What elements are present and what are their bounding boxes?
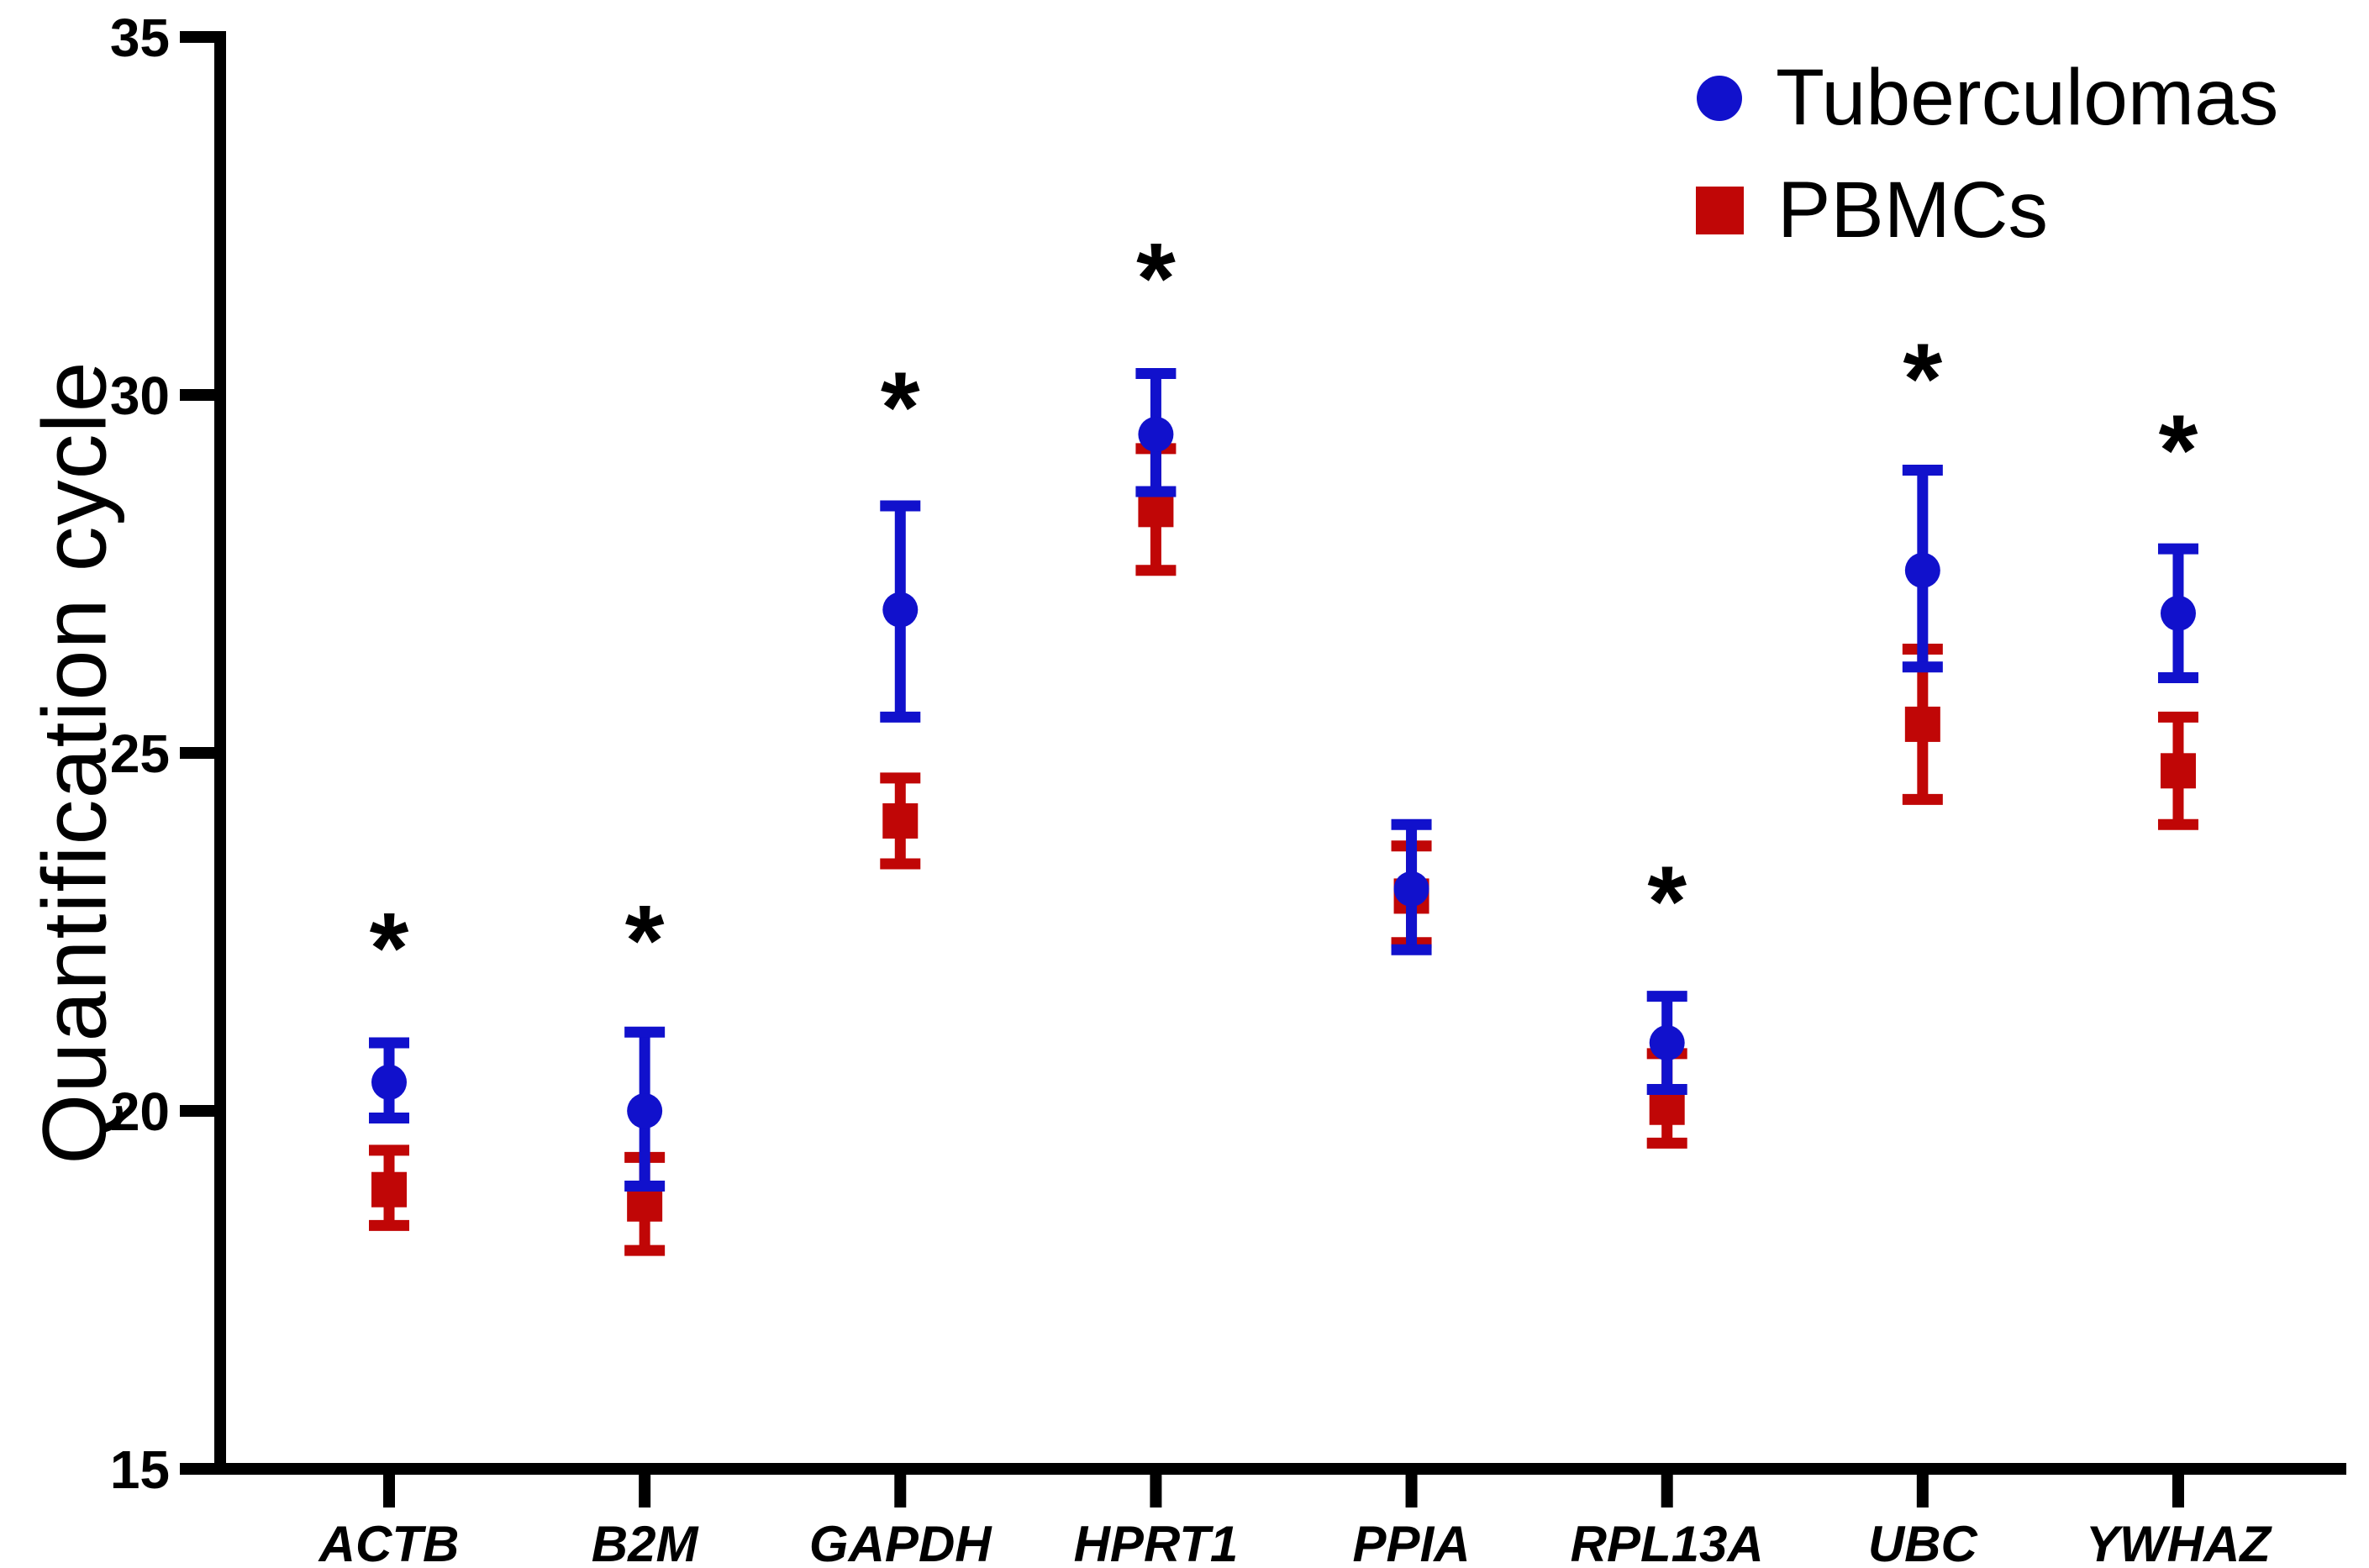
data-point-pbmcs-ywhaz — [2157, 711, 2198, 830]
circle-marker — [1649, 1025, 1685, 1061]
y-tick-label: 20 — [110, 1081, 170, 1142]
y-axis-title: Quantification cycle — [23, 360, 125, 1165]
data-point-pbmcs-gapdh — [880, 772, 921, 870]
x-category-label: GAPDH — [809, 1516, 992, 1568]
square-marker — [1904, 706, 1940, 742]
data-point-tuberculomas-b2m — [624, 1026, 666, 1192]
significance-asterisk: * — [1647, 845, 1687, 958]
square-marker — [882, 802, 919, 839]
data-point-tuberculomas-actb — [369, 1037, 409, 1124]
data-point-tuberculomas-rpl13a — [1646, 991, 1687, 1095]
data-point-tuberculomas-hprt1 — [1135, 367, 1177, 497]
significance-asterisk: * — [2159, 394, 2198, 507]
square-marker — [627, 1186, 663, 1222]
x-category-label: HPRT1 — [1074, 1516, 1239, 1568]
circle-marker — [627, 1093, 663, 1129]
square-marker — [1138, 492, 1174, 528]
x-category-label: RPL13A — [1571, 1516, 1764, 1568]
significance-asterisk: * — [370, 892, 409, 1004]
circle-marker — [1904, 552, 1940, 588]
x-category-label: ACTB — [318, 1516, 460, 1568]
y-tick-label: 25 — [110, 723, 170, 784]
data-point-tuberculomas-ubc — [1902, 464, 1943, 673]
legend-label-pbmcs: PBMCs — [1777, 166, 2048, 255]
x-category-label: YWHAZ — [2086, 1516, 2272, 1568]
square-marker — [1649, 1089, 1685, 1125]
data-point-pbmcs-actb — [369, 1144, 409, 1231]
significance-asterisk: * — [881, 351, 920, 464]
y-tick-label: 35 — [110, 8, 170, 68]
square-marker — [371, 1171, 407, 1208]
tuberculomas-circle-icon — [1697, 75, 1742, 121]
square-marker — [2160, 753, 2196, 789]
x-category-label: UBC — [1868, 1516, 1979, 1568]
legend-label-tuberculomas: Tuberculomas — [1776, 53, 2279, 142]
data-point-tuberculomas-ppia — [1391, 818, 1432, 955]
legend-item-pbmcs: PBMCs — [1696, 171, 2048, 250]
data-point-tuberculomas-gapdh — [880, 500, 921, 723]
legend-item-tuberculomas: Tuberculomas — [1697, 58, 2278, 138]
circle-marker — [371, 1064, 407, 1100]
x-category-label: B2M — [592, 1516, 700, 1568]
circle-marker — [1138, 416, 1174, 452]
x-category-label: PPIA — [1353, 1516, 1471, 1568]
significance-asterisk: * — [1903, 323, 1942, 435]
y-tick-label: 30 — [110, 366, 170, 426]
significance-asterisk: * — [1136, 223, 1176, 335]
data-point-pbmcs-ubc — [1902, 643, 1943, 805]
circle-marker — [2160, 595, 2196, 631]
pbmcs-square-icon — [1696, 187, 1744, 234]
y-tick-label: 15 — [110, 1439, 170, 1500]
circle-marker — [1393, 871, 1429, 907]
data-point-tuberculomas-ywhaz — [2157, 543, 2198, 684]
significance-asterisk: * — [625, 885, 665, 997]
circle-marker — [882, 592, 919, 628]
